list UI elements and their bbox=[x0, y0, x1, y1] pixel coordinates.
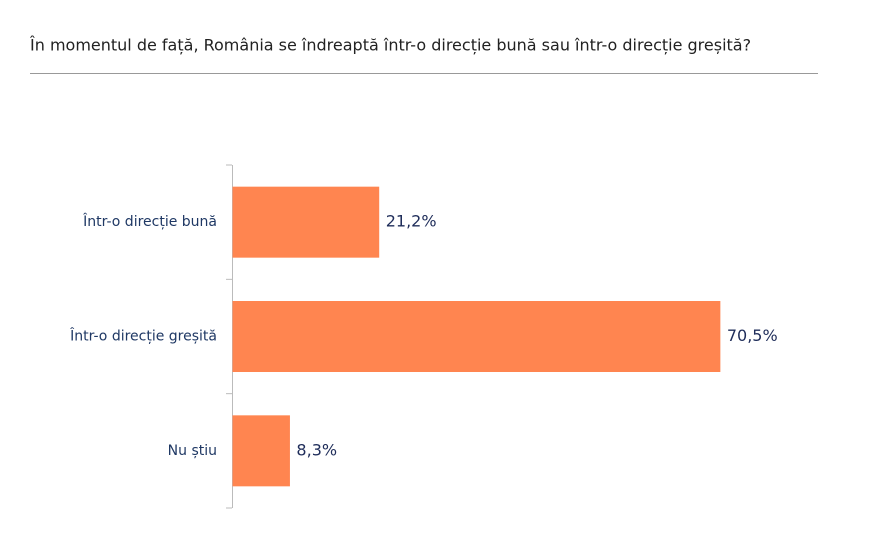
category-label: Într-o direcție greșită bbox=[69, 327, 217, 345]
bar bbox=[232, 415, 290, 487]
value-label: 21,2% bbox=[386, 212, 437, 231]
value-label: 70,5% bbox=[727, 326, 778, 345]
bar bbox=[232, 186, 380, 258]
chart-title: În momentul de față, România se îndreapt… bbox=[29, 36, 751, 55]
bar bbox=[232, 301, 721, 372]
value-label: 8,3% bbox=[296, 440, 337, 459]
category-label: Într-o direcție bună bbox=[82, 212, 217, 230]
category-label: Nu știu bbox=[168, 443, 217, 459]
